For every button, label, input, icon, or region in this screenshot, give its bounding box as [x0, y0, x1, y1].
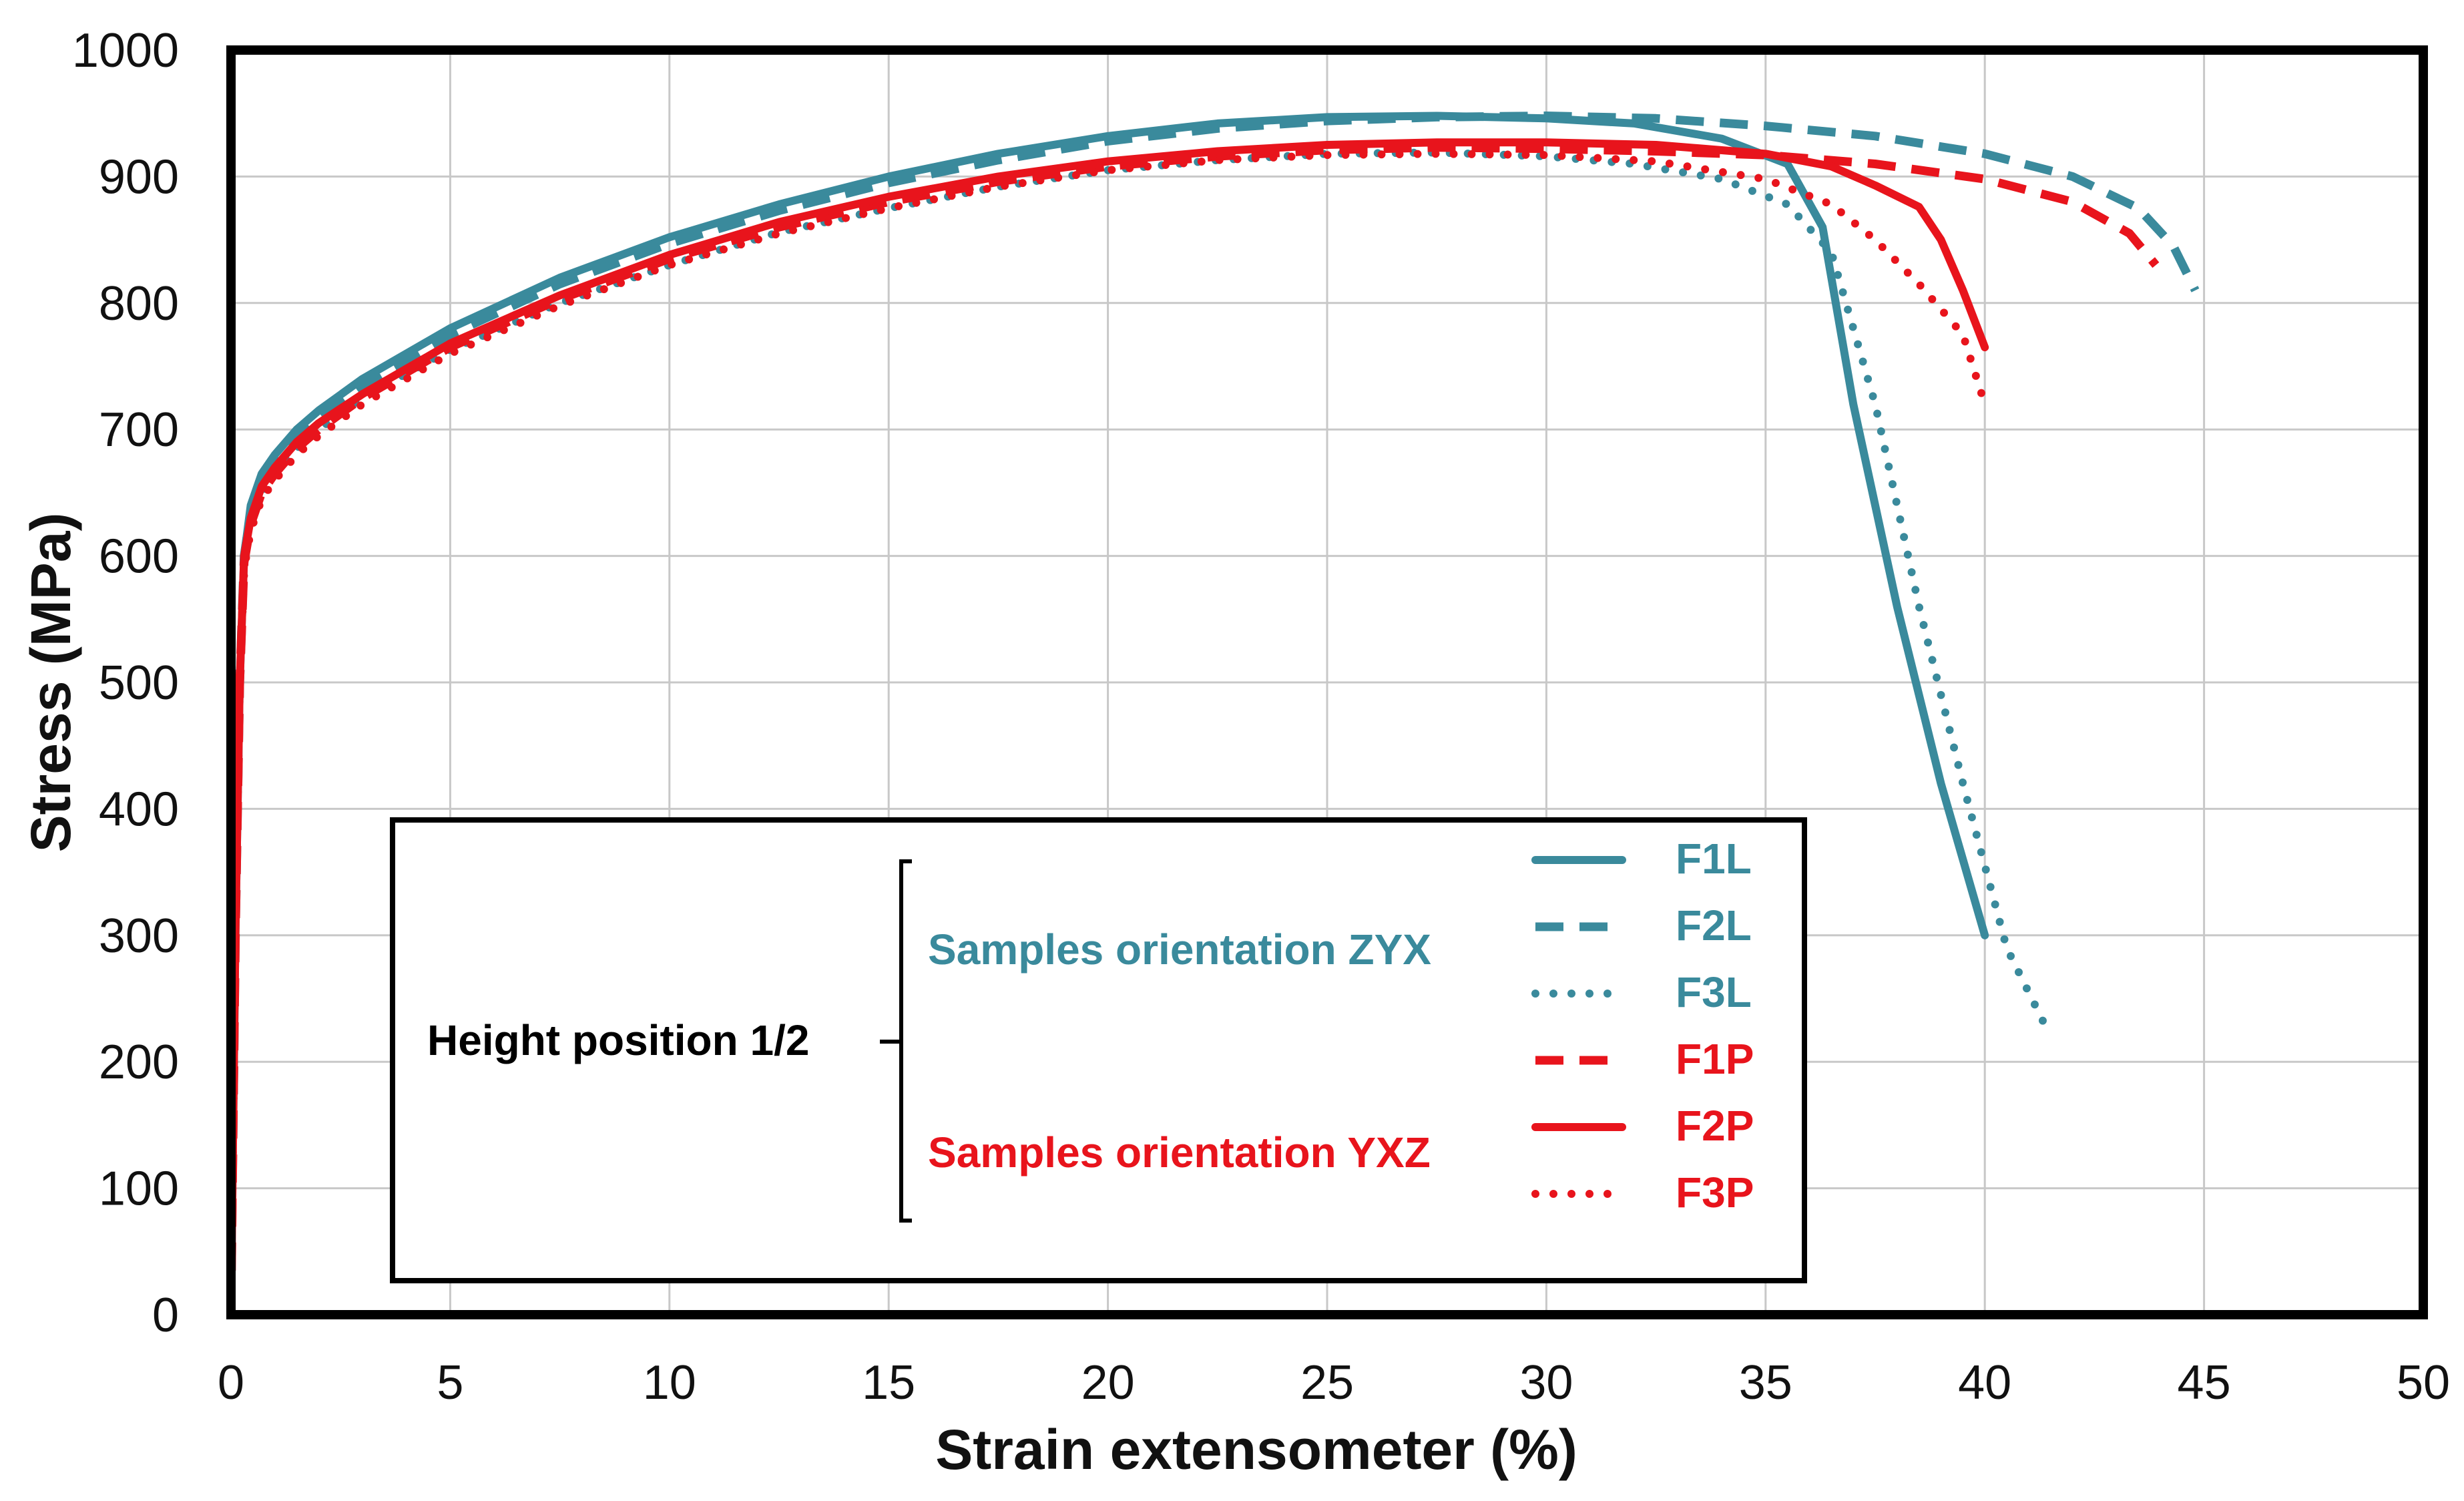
y-tick-label-300: 300: [99, 909, 179, 963]
y-tick-label-600: 600: [99, 530, 179, 584]
y-tick-label-800: 800: [99, 277, 179, 331]
x-tick-label-30: 30: [1519, 1356, 1573, 1410]
legend-label-f1l: F1L: [1676, 835, 1752, 883]
legend-label-f2l: F2L: [1676, 901, 1752, 949]
x-tick-label-0: 0: [218, 1356, 244, 1410]
y-tick-label-400: 400: [99, 783, 179, 836]
x-tick-label-45: 45: [2178, 1356, 2231, 1410]
legend-entries: F1L F2L F3L F1P F2P F3P: [1531, 835, 1754, 1217]
y-tick-label-100: 100: [99, 1162, 179, 1216]
x-tick-label-40: 40: [1958, 1356, 2011, 1410]
legend-label-f3p: F3P: [1676, 1168, 1754, 1217]
x-axis-title: Strain extensometer (%): [935, 1418, 1577, 1481]
legend-box: [390, 817, 1807, 1283]
legend-orientation-zyx: Samples orientation ZYX: [928, 925, 1431, 974]
legend-brace: [880, 859, 912, 1223]
series-lines: [226, 112, 2200, 1319]
y-axis-title: Stress (MPa): [19, 513, 82, 853]
x-tick-labels: 0 5 10 15 20 25 30 35 40 45 50: [218, 1356, 2450, 1410]
y-tick-label-900: 900: [99, 150, 179, 204]
y-tick-label-500: 500: [99, 656, 179, 710]
legend-label-f3l: F3L: [1676, 968, 1752, 1016]
legend-label-f1p: F1P: [1676, 1035, 1754, 1083]
x-tick-label-10: 10: [643, 1356, 696, 1410]
legend-label-f2p: F2P: [1676, 1102, 1754, 1150]
series-line-f2l: [226, 112, 2200, 1315]
x-tick-label-50: 50: [2397, 1356, 2450, 1410]
x-tick-label-35: 35: [1739, 1356, 1792, 1410]
y-tick-label-0: 0: [152, 1289, 179, 1342]
y-tick-label-700: 700: [99, 403, 179, 457]
x-tick-label-15: 15: [862, 1356, 915, 1410]
y-tick-label-1000: 1000: [72, 24, 179, 77]
y-tick-labels: 0 100 200 300 400 500 600 700 800 900 1000: [72, 24, 179, 1342]
x-tick-label-5: 5: [437, 1356, 463, 1410]
x-tick-label-20: 20: [1081, 1356, 1135, 1410]
y-tick-label-200: 200: [99, 1036, 179, 1089]
series-line-f2p: [227, 138, 1989, 1319]
legend-group-label: Height position 1/2: [427, 1016, 809, 1064]
legend: Height position 1/2 Samples orientation …: [390, 817, 1807, 1283]
series-line-f1l: [227, 112, 1989, 1319]
series-line-f3l: [227, 148, 2055, 1319]
x-tick-label-25: 25: [1300, 1356, 1354, 1410]
plot-frame: [226, 45, 2428, 1319]
legend-orientation-yxz: Samples orientation YXZ: [928, 1128, 1431, 1176]
